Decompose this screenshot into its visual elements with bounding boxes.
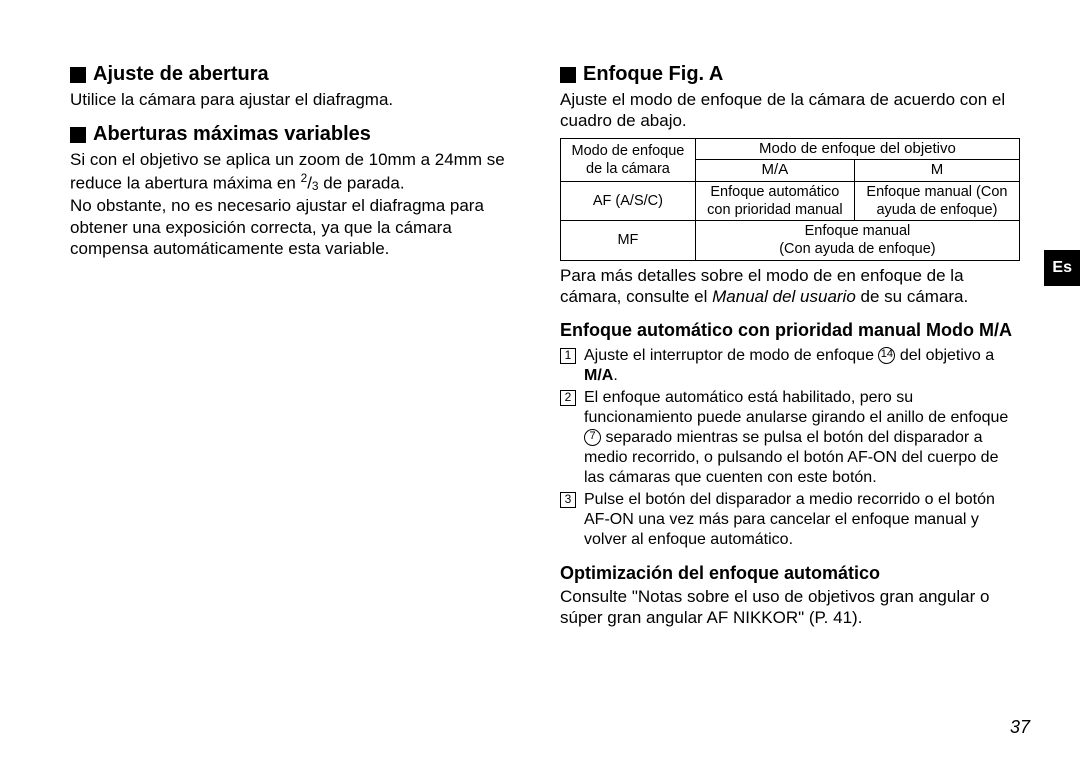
step-text: Ajuste el interruptor de modo de enfoque… (584, 346, 1020, 386)
square-bullet-icon (70, 67, 86, 83)
table-cell: MF (561, 221, 696, 260)
circled-number-icon: 7 (584, 429, 601, 446)
step-number-icon: 2 (560, 390, 576, 406)
table-cell: Enfoque automático con prioridad manual (695, 182, 854, 221)
para-ajuste: Utilice la cámara para ajustar el diafra… (70, 89, 525, 110)
step-number-icon: 3 (560, 492, 576, 508)
heading-ajuste: Ajuste de abertura (70, 62, 525, 87)
heading-aberturas: Aberturas máximas variables (70, 122, 525, 147)
step-text: Pulse el botón del disparador a medio re… (584, 490, 1020, 550)
list-item: 3 Pulse el botón del disparador a medio … (560, 490, 1020, 550)
table-cell: Enfoque manual (Con ayuda de enfoque) (854, 182, 1019, 221)
steps-list: 1 Ajuste el interruptor de modo de enfoq… (560, 346, 1020, 550)
table-cell: M (854, 160, 1019, 182)
list-item: 2 El enfoque automático está habilitado,… (560, 388, 1020, 488)
page-number: 37 (1010, 716, 1030, 739)
step-number-icon: 1 (560, 348, 576, 364)
para-optimization: Consulte "Notas sobre el uso de objetivo… (560, 586, 1020, 629)
para-aberturas-1: Si con el objetivo se aplica un zoom de … (70, 149, 525, 193)
square-bullet-icon (70, 127, 86, 143)
para-aberturas-2: No obstante, no es necesario ajustar el … (70, 195, 525, 259)
table-cell: M/A (695, 160, 854, 182)
circled-number-icon: 14 (878, 347, 895, 364)
subheading-ma-mode: Enfoque automático con prioridad manual … (560, 319, 1020, 342)
focus-mode-table: Modo de enfoque de la cámara Modo de enf… (560, 138, 1020, 261)
step-text: El enfoque automático está habilitado, p… (584, 388, 1020, 488)
para-manual-ref: Para más detalles sobre el modo de en en… (560, 265, 1020, 308)
heading-text: Ajuste de abertura (93, 62, 269, 87)
square-bullet-icon (560, 67, 576, 83)
subheading-optimization: Optimización del enfoque automático (560, 562, 1020, 585)
para-enfoque-intro: Ajuste el modo de enfoque de la cámara d… (560, 89, 1020, 132)
table-header-camera-mode: Modo de enfoque de la cámara (561, 138, 696, 182)
heading-enfoque: Enfoque Fig. A (560, 62, 1020, 87)
list-item: 1 Ajuste el interruptor de modo de enfoq… (560, 346, 1020, 386)
heading-text: Aberturas máximas variables (93, 122, 371, 147)
table-cell: Enfoque manual (Con ayuda de enfoque) (695, 221, 1019, 260)
language-tab: Es (1044, 250, 1080, 286)
table-cell: AF (A/S/C) (561, 182, 696, 221)
heading-text: Enfoque Fig. A (583, 62, 723, 87)
table-header-lens-mode: Modo de enfoque del objetivo (695, 138, 1019, 160)
